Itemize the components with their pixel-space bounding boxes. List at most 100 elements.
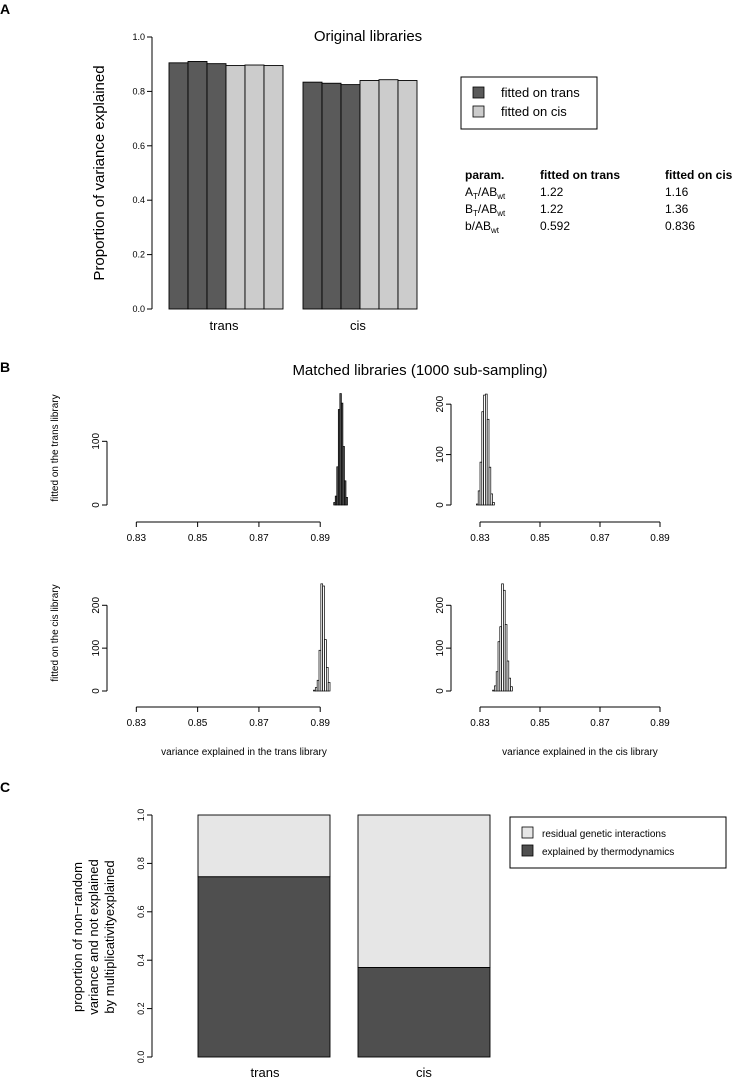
hist-bar [510, 686, 513, 692]
panel-a-bars [168, 61, 418, 310]
panel-c-y-label-line-1: proportion of non−random [70, 862, 85, 1012]
param-table-row-1-trans: 1.22 [540, 185, 564, 199]
bar-trans [263, 65, 284, 310]
bar-cis [302, 81, 323, 310]
panel-c-y-tick-label: 0.2 [136, 1002, 146, 1015]
hist-y-tick-label: 200 [435, 597, 446, 614]
hist-x-tick-label: 0.87 [590, 533, 610, 544]
panel-b-label: B [0, 359, 10, 375]
param-subpart: T [473, 209, 478, 218]
hist-bar [327, 682, 331, 692]
stacked-bar-residual-trans [197, 814, 331, 878]
bar-trans [244, 64, 265, 310]
panel-c-y-tick-label: 1.0 [136, 809, 146, 822]
legend-label-thermodynamics: explained by thermodynamics [542, 847, 674, 858]
panel-b-row-label-trans: fitted on the trans library [50, 394, 61, 501]
panel-a-y-tick-label: 0.6 [132, 141, 145, 151]
hist-x-tick-label: 0.87 [249, 718, 269, 729]
panel-b-row-label-cis: fitted on the cis library [50, 584, 61, 681]
panel-a-legend-box [460, 76, 598, 130]
legend-swatch-fitted-on-trans [472, 86, 485, 99]
histogram-1-1: 0.83 0.85 0.87 0.89 0 100 200 [435, 583, 670, 729]
hist-x-tick-label: 0.85 [530, 718, 550, 729]
histogram-1-0: 0.83 0.85 0.87 0.89 0 100 200 [91, 583, 331, 729]
param-subpart: wt [496, 192, 506, 201]
hist-x-tick-label: 0.87 [249, 533, 269, 544]
param-subpart: T [473, 192, 478, 201]
param-subpart: wt [490, 226, 500, 235]
panel-a-legend: fitted on trans fitted on cis [460, 76, 598, 130]
hist-x-tick-label: 0.83 [470, 718, 490, 729]
hist-x-tick-label: 0.83 [127, 533, 147, 544]
param-table-row-1-param: AT/ABwt [465, 185, 506, 201]
param-table-row-2-param: BT/ABwt [465, 202, 506, 218]
hist-y-tick-label: 100 [435, 639, 446, 656]
hist-y-tick-label: 100 [91, 433, 102, 450]
hist-bar [322, 585, 325, 692]
hist-y-tick-label: 0 [91, 502, 102, 508]
hist-y-tick-label: 0 [91, 688, 102, 694]
panel-c-category-trans: trans [251, 1065, 280, 1079]
hist-bar [345, 497, 348, 506]
param-subpart: /AB [478, 185, 497, 199]
legend-swatch-thermodynamics [521, 844, 534, 857]
param-table-header-trans: fitted on trans [540, 168, 620, 182]
hist-x-tick-label: 0.89 [650, 718, 670, 729]
hist-x-tick-label: 0.85 [188, 718, 208, 729]
legend-swatch-residual [521, 826, 534, 839]
hist-x-tick-label: 0.89 [310, 533, 330, 544]
hist-x-tick-label: 0.89 [310, 718, 330, 729]
panel-a-y-tick-label: 0.2 [132, 250, 145, 260]
hist-bar [508, 677, 511, 692]
panel-a-y-axis-label: Proportion of variance explained [91, 65, 108, 280]
panel-c-y-tick-label: 0.4 [136, 954, 146, 967]
hist-x-tick-label: 0.87 [590, 718, 610, 729]
hist-bar [326, 667, 329, 692]
panel-a-category-cis: cis [350, 318, 366, 333]
panel-c-y-tick-label: 0.0 [136, 1051, 146, 1064]
param-subpart: b/AB [465, 219, 491, 233]
stacked-bar-thermodynamics-trans [197, 876, 331, 1058]
bar-trans [206, 63, 227, 310]
bar-cis [321, 82, 342, 310]
hist-bar [488, 466, 492, 506]
hist-x-tick-label: 0.83 [470, 533, 490, 544]
panel-a-title: Original libraries [314, 28, 422, 45]
bar-trans [168, 62, 189, 310]
panel-c-label: C [0, 779, 10, 795]
param-table-row-3-param: b/ABwt [465, 219, 500, 235]
hist-x-tick-label: 0.83 [127, 718, 147, 729]
legend-swatch-fitted-on-cis [472, 105, 485, 118]
param-subpart: A [465, 185, 473, 199]
panel-b-x-label-cis: variance explained in the cis library [502, 747, 658, 758]
panel-a-y-tick-label: 1.0 [132, 32, 145, 42]
hist-bar [342, 446, 345, 506]
legend-label-fitted-on-cis: fitted on cis [501, 104, 567, 119]
panel-c-category-cis: cis [416, 1065, 432, 1079]
panel-a-y-tick-label: 0.0 [132, 304, 145, 314]
stacked-bar-thermodynamics-cis [357, 967, 491, 1058]
panel-c-y-tick-label: 0.6 [136, 906, 146, 919]
hist-y-tick-label: 0 [435, 502, 446, 508]
param-subpart: wt [496, 209, 506, 218]
panel-c-bars [197, 814, 491, 1058]
hist-y-tick-label: 100 [435, 446, 446, 463]
param-table-row-2-trans: 1.22 [540, 202, 564, 216]
param-table-row-1-cis: 1.16 [665, 185, 689, 199]
panel-c-legend-box [509, 816, 727, 869]
bar-cis [378, 79, 399, 310]
histogram-0-1: 0.83 0.85 0.87 0.89 0 100 200 [435, 393, 670, 544]
legend-label-residual: residual genetic interactions [542, 829, 666, 840]
panel-b-histograms: 0.83 0.85 0.87 0.89 0 100 0.83 0.85 0.87 0.89 0 100… [91, 393, 670, 729]
param-subpart: B [465, 202, 473, 216]
hist-y-tick-label: 200 [91, 597, 102, 614]
hist-x-tick-label: 0.85 [530, 533, 550, 544]
param-table-row-2-cis: 1.36 [665, 202, 689, 216]
panel-c-y-tick-label: 0.8 [136, 857, 146, 870]
hist-bar [344, 480, 347, 506]
hist-x-tick-label: 0.85 [188, 533, 208, 544]
param-table-header-cis: fitted on cis [665, 168, 733, 182]
param-table: param. fitted on trans fitted on cis AT/… [465, 168, 733, 235]
hist-y-tick-label: 0 [435, 688, 446, 694]
hist-bar [506, 660, 510, 692]
